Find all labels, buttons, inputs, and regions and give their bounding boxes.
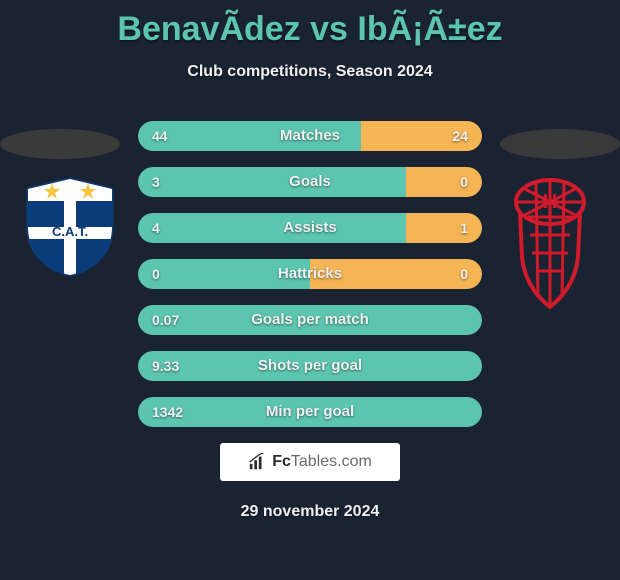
fctables-logo[interactable]: FcTables.com [220,443,400,481]
left-team-crest-icon: C.A.T. [20,177,120,282]
stat-row: 4424Matches [138,121,482,151]
svg-text:H: H [543,191,557,213]
stat-label: Goals [138,167,482,197]
stat-row: 30Goals [138,167,482,197]
stat-label: Assists [138,213,482,243]
subtitle: Club competitions, Season 2024 [0,63,620,81]
fctables-chart-icon [248,453,266,471]
stat-bars: 4424Matches 30Goals 41Assists 00Hattricks 0.… [138,121,482,427]
stat-row: 41Assists [138,213,482,243]
date-text: 29 november 2024 [0,503,620,521]
stat-label: Shots per goal [138,351,482,381]
stat-label: Hattricks [138,259,482,289]
stat-row: 00Hattricks [138,259,482,289]
left-team-placeholder-icon [0,129,120,159]
fctables-logo-text: FcTables.com [272,453,372,471]
left-team-column: C.A.T. [0,121,120,421]
comparison-panel: C.A.T. H 4424Matches3 [0,121,620,427]
stat-row: 1342Min per goal [138,397,482,427]
right-team-column: H [500,121,620,421]
svg-text:C.A.T.: C.A.T. [52,224,88,239]
stat-row: 9.33Shots per goal [138,351,482,381]
stat-label: Min per goal [138,397,482,427]
stat-label: Matches [138,121,482,151]
stat-row: 0.07Goals per match [138,305,482,335]
right-team-crest-icon: H [500,177,600,322]
right-team-placeholder-icon [500,129,620,159]
page-title: BenavÃ­dez vs IbÃ¡Ã±ez [0,0,620,49]
stat-label: Goals per match [138,305,482,335]
